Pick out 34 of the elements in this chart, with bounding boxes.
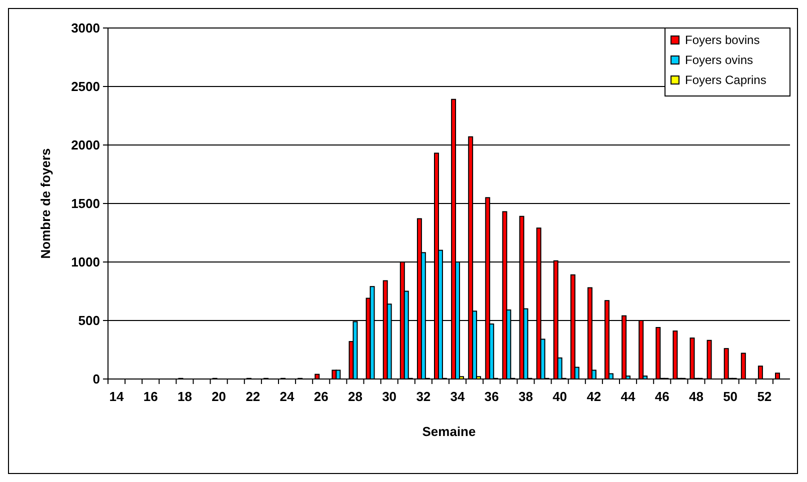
x-axis-title: Semaine <box>422 424 476 439</box>
y-tick-label: 3000 <box>71 20 100 36</box>
x-tick-label: 16 <box>143 389 158 404</box>
x-tick-label: 22 <box>246 389 260 404</box>
x-tick-label: 24 <box>280 389 296 404</box>
y-tick-label: 2500 <box>71 79 100 94</box>
x-tick-label: 46 <box>654 389 670 404</box>
x-tick-label: 48 <box>688 389 704 404</box>
x-tick-label: 50 <box>723 389 738 404</box>
x-tick-label: 34 <box>450 389 466 404</box>
x-tick-label: 14 <box>109 389 125 404</box>
x-tick-label: 52 <box>757 389 772 404</box>
y-tick-label: 1000 <box>71 254 100 270</box>
x-tick-label: 28 <box>348 389 362 404</box>
y-tick-label: 2000 <box>71 138 100 153</box>
x-tick-label: 38 <box>518 389 533 404</box>
x-tick-label: 36 <box>484 389 499 404</box>
x-tick-label: 32 <box>416 389 431 404</box>
x-tick-label: 26 <box>314 389 328 404</box>
legend-label: Foyers bovins <box>685 33 760 48</box>
x-tick-label: 30 <box>382 389 397 404</box>
x-tick-label: 44 <box>620 389 636 404</box>
y-tick-label: 500 <box>78 313 100 328</box>
y-tick-label: 1500 <box>71 196 100 212</box>
x-tick-label: 42 <box>586 389 602 404</box>
legend-label: Foyers Caprins <box>685 73 766 88</box>
legend-label: Foyers ovins <box>685 53 754 68</box>
x-tick-label: 40 <box>552 389 568 404</box>
x-tick-label: 20 <box>212 389 226 404</box>
y-axis-title: Nombre de foyers <box>38 148 53 259</box>
bar <box>336 370 341 380</box>
bar <box>690 338 695 380</box>
y-tick-label: 0 <box>92 372 100 387</box>
x-tick-label: 18 <box>177 389 192 404</box>
